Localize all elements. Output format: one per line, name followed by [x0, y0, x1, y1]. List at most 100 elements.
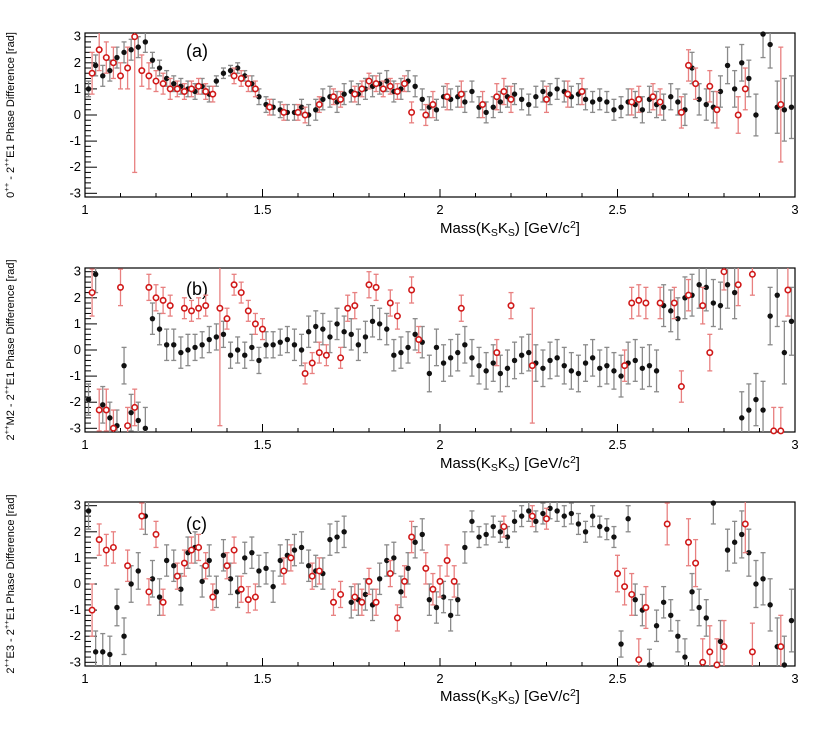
data-point — [100, 402, 106, 408]
data-point — [313, 323, 319, 330]
data-point — [287, 554, 295, 562]
data-point — [173, 572, 181, 580]
data-point — [384, 326, 390, 332]
data-point — [128, 47, 134, 53]
data-point — [479, 101, 487, 109]
data-point — [400, 577, 408, 585]
y-tick-label: 2 — [74, 524, 81, 539]
data-point — [635, 656, 643, 664]
data-point — [206, 557, 212, 564]
data-point — [578, 88, 586, 96]
data-point — [131, 33, 139, 41]
data-point — [188, 85, 196, 93]
data-point — [298, 347, 305, 353]
data-point — [386, 82, 394, 90]
data-point — [720, 643, 728, 651]
x-tick-label: 1 — [81, 671, 88, 686]
data-point — [731, 539, 738, 545]
data-point — [320, 326, 326, 332]
x-tick-label: 2 — [436, 202, 443, 217]
panel-label: (c) — [186, 514, 207, 534]
data-point — [447, 612, 454, 619]
x-tick-label: 2.5 — [608, 202, 626, 217]
data-point — [713, 106, 721, 114]
data-point — [663, 520, 671, 528]
data-point — [511, 357, 518, 364]
data-point — [266, 103, 274, 111]
data-point — [415, 336, 423, 344]
data-point — [646, 362, 653, 369]
data-point — [748, 648, 756, 656]
data-point — [351, 593, 359, 601]
data-point — [124, 422, 132, 430]
data-point — [344, 304, 352, 312]
data-point — [692, 80, 700, 88]
panel-label: (b) — [186, 279, 208, 299]
data-point — [781, 662, 788, 668]
data-point — [483, 531, 489, 538]
data-point — [334, 534, 340, 540]
data-point — [784, 286, 792, 294]
data-point — [223, 562, 231, 570]
data-point — [213, 78, 220, 84]
data-point — [358, 85, 366, 93]
y-tick-label: 2 — [74, 290, 81, 305]
data-point — [426, 370, 433, 377]
data-point — [95, 536, 103, 544]
data-point — [405, 344, 411, 351]
series-red — [88, 502, 785, 669]
data-point — [362, 591, 369, 598]
y-tick-label: 0 — [74, 576, 81, 591]
y-tick-label: 1 — [74, 316, 81, 331]
data-point — [128, 409, 134, 416]
data-point — [746, 549, 752, 556]
data-point — [582, 96, 589, 103]
data-point — [675, 633, 681, 639]
data-point — [195, 304, 203, 312]
data-point — [199, 342, 205, 348]
data-point — [618, 373, 624, 379]
data-point — [85, 508, 92, 514]
data-point — [717, 88, 724, 95]
data-point — [159, 598, 167, 606]
data-point — [249, 344, 255, 351]
data-point — [88, 606, 96, 614]
data-point — [100, 649, 106, 655]
data-point — [114, 54, 120, 61]
data-point — [159, 296, 167, 304]
data-point — [500, 523, 508, 531]
data-point — [540, 365, 546, 371]
data-point — [706, 648, 714, 656]
data-point — [301, 369, 309, 377]
data-point — [95, 406, 103, 414]
data-point — [337, 590, 345, 598]
y-tick-label: -1 — [69, 368, 81, 383]
data-point — [298, 544, 305, 551]
data-point — [180, 559, 188, 567]
data-point — [504, 534, 511, 540]
data-point — [237, 74, 245, 82]
data-point — [185, 347, 191, 353]
data-point — [635, 95, 643, 103]
y-axis-title: 0++ - 2++E1 Phase Difference [rad] — [2, 32, 17, 198]
data-point — [483, 368, 489, 374]
data-point — [597, 365, 603, 371]
data-point — [710, 300, 717, 306]
data-point — [216, 304, 224, 312]
data-point — [393, 88, 401, 96]
data-point — [724, 282, 731, 288]
data-point — [699, 302, 707, 310]
data-point — [447, 355, 454, 361]
data-point — [746, 407, 752, 413]
data-point — [710, 500, 717, 506]
data-point — [102, 54, 110, 62]
data-point — [152, 77, 160, 85]
data-point — [724, 547, 731, 553]
data-point — [405, 565, 411, 572]
data-point — [251, 320, 259, 328]
data-point — [386, 299, 394, 307]
data-point — [433, 604, 440, 611]
data-point — [753, 112, 759, 118]
data-point — [230, 281, 238, 289]
data-point — [171, 80, 177, 87]
